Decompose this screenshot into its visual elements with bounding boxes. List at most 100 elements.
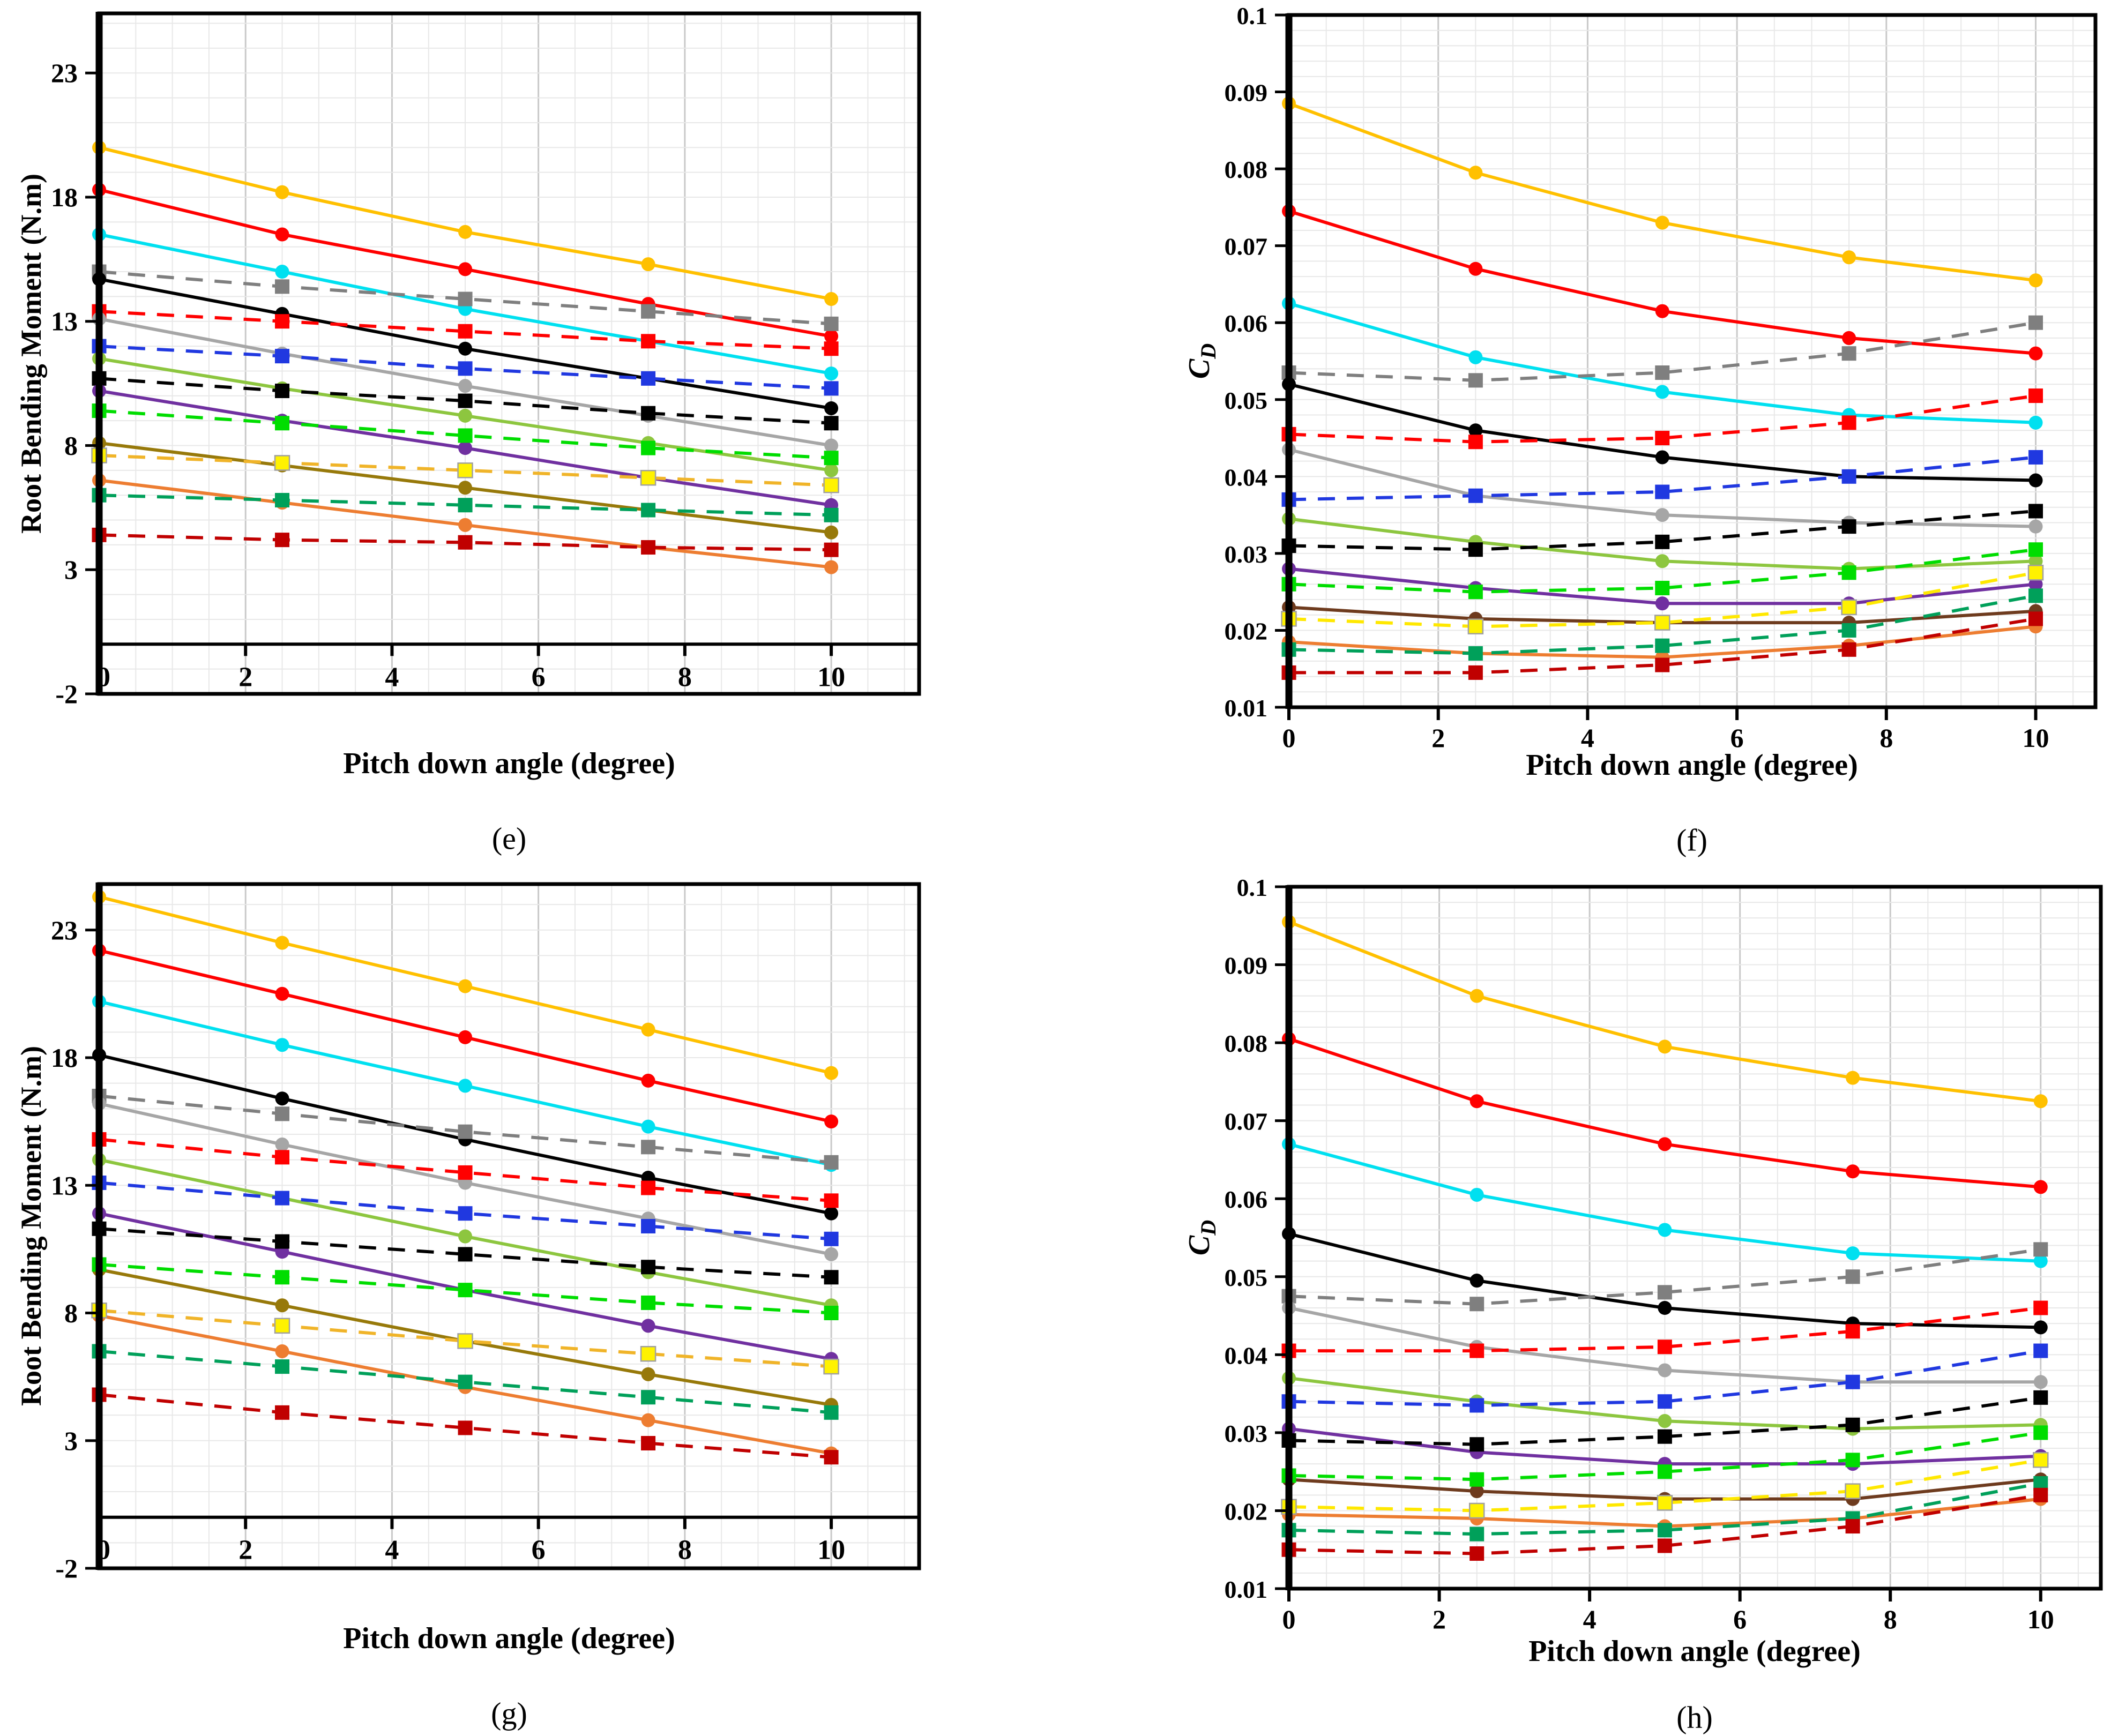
e-darkyellow-solid-marker [458,481,473,495]
h-plot-frame [1287,885,2103,1591]
g-green-dashed-marker [641,1295,656,1310]
g-seagreen-dashed-marker [824,1405,839,1420]
f-series-black-dashed [1281,504,2043,557]
h-blue-dashed-marker [1845,1374,1860,1389]
g-gray-dashed-marker [641,1140,656,1155]
e-ytick-8: 8 [64,430,78,460]
g-yellow-dashed-marker [823,1358,839,1375]
e-darkred-dashed-marker [641,540,656,555]
e-red-solid-marker [275,227,289,242]
g-xtick-origin: 0 [96,1535,110,1566]
h-cyan-solid-marker [1846,1246,1860,1261]
e-ytick--2: -2 [55,679,78,709]
g-blue-dashed-line [99,1181,832,1241]
f-ytick-0.07: 0.07 [1225,233,1268,260]
f-cyan-solid-marker [1655,385,1669,399]
e-yellow-dashed-line [99,454,832,487]
g-ytick-13: 13 [51,1170,78,1200]
g-seagreen-dashed-marker [458,1374,473,1389]
h-seagreen-dashed-marker [1657,1523,1672,1538]
e-red-dashed-line [99,310,832,350]
h-black-dashed-marker [1845,1417,1860,1432]
g-yellow-dashed-marker [457,1333,473,1349]
e-yellow-dashed-marker [823,477,839,493]
f-x-tick-labels: 0 2 4 6 8 10 [1282,707,2049,753]
g-yellow-dashed-line [99,1308,832,1368]
g-yellow-dashed-marker [274,1318,290,1334]
e-green-dashed-marker [824,451,839,466]
chart-e-xaxis-title: Pitch down angle (degree) [343,747,675,780]
h-black-solid-marker [2033,1320,2048,1335]
g-ytick-8: 8 [64,1298,78,1328]
h-red-solid-marker [1470,1094,1484,1109]
e-black-dashed-marker [824,416,839,431]
g-red-dashed-line [99,1138,832,1202]
h-darkred-dashed-marker [1470,1546,1485,1561]
f-darkred-dashed-marker [1468,665,1483,680]
h-xtick-10: 10 [2027,1604,2054,1634]
e-blue-dashed-marker [824,381,839,396]
f-yellow-dashed-marker [1467,618,1484,635]
g-darkred-dashed-marker [641,1436,656,1451]
e-red-dashed-marker [641,334,656,349]
e-gray-dashed-marker [824,316,839,331]
h-ytick-0.1: 0.1 [1237,874,1268,901]
f-series-yellow-dashed [1281,565,2044,635]
h-cyan-solid-marker [1470,1187,1484,1202]
f-purple-solid-marker [2028,577,2043,592]
g-seagreen-dashed-marker [641,1390,656,1405]
f-red-solid-marker [1842,331,1856,345]
f-gray-dashed-line [1288,321,2036,382]
h-gray-dashed-marker [1657,1285,1672,1300]
e-ytick-23: 23 [51,58,78,88]
e-series-gray-dashed [92,264,839,331]
h-ytick-0.06: 0.06 [1225,1186,1268,1213]
f-gray-solid-marker [1655,508,1669,522]
g-red-solid-marker [824,1114,839,1129]
h-xtick-0: 0 [1282,1604,1296,1634]
f-black-dashed-marker [1468,542,1483,557]
chart-f-caption: (f) [1676,822,1707,858]
e-red-dashed-marker [275,314,290,329]
h-yellow-dashed-line [1288,1458,2041,1513]
g-lightorange-solid-marker [641,1413,655,1427]
f-red-solid-marker [1655,304,1669,318]
f-gray-dashed-marker [1655,365,1670,380]
g-black-solid-marker [275,1091,289,1106]
chart-g-yaxis-title-text: Root Bending Moment (N.m) [15,1046,47,1406]
g-blue-dashed-marker [824,1231,839,1246]
g-darkyellow-solid-marker [641,1367,655,1381]
e-green-dashed-marker [458,428,473,443]
e-gray-solid-marker [824,438,839,453]
e-red-dashed-marker [458,324,473,339]
e-gray-dashed-marker [641,304,656,319]
g-series-green-dashed [92,1257,839,1321]
chart-h-yaxis-title-sub: D [1196,1219,1220,1236]
f-blue-dashed-line [1288,455,2036,502]
g-gray-solid-marker [275,1138,289,1152]
f-blue-dashed-marker [1468,488,1483,503]
g-ytick-3: 3 [64,1426,78,1456]
h-red-solid-marker [1658,1137,1672,1151]
f-gray-dashed-marker [2028,315,2043,330]
f-red-solid-marker [2028,346,2043,361]
h-black-dashed-marker [1470,1437,1485,1452]
g-seagreen-dashed-marker [275,1359,290,1374]
f-orange-solid-marker [2028,273,2043,288]
e-darkred-dashed-marker [824,542,839,557]
g-darkred-dashed-marker [824,1450,839,1465]
chart-panel-e: 23 18 13 8 3 -2 2 4 6 8 10 0 Pitch down angle (degr… [0,0,1013,868]
e-seagreen-dashed-marker [458,498,473,513]
chart-h-xaxis-title: Pitch down angle (degree) [1528,1635,1861,1668]
chart-f-yaxis-title-main: C [1183,358,1217,379]
e-seagreen-dashed-line [99,493,832,517]
g-series-gray-dashed [92,1088,839,1170]
g-cyan-solid-marker [641,1119,655,1134]
g-xtick-6: 6 [532,1535,546,1566]
g-xtick-4: 4 [385,1535,399,1566]
g-red-dashed-marker [641,1180,656,1195]
f-xtick-8: 8 [1879,723,1893,753]
f-y-tick-labels: 0.1 0.09 0.08 0.07 0.06 0.05 0.04 0.03 0.02 0.01 [1225,2,1289,722]
f-ytick-0.09: 0.09 [1225,79,1268,107]
h-ytick-0.07: 0.07 [1225,1108,1268,1135]
